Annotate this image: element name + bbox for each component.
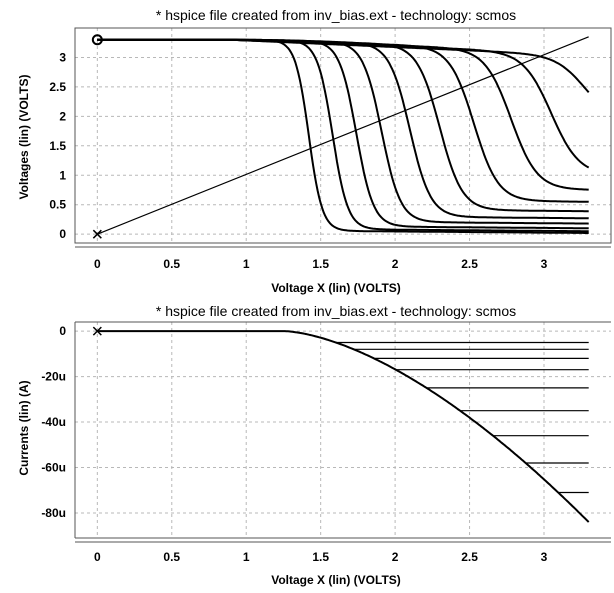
bottom-curves [97,330,590,523]
top-x-tick-label: 2.5 [461,257,478,271]
top-x-ticks: 0 0.5 1 1.5 2 2.5 3 [94,257,548,271]
bottom-y-axis-label: Currents (lin) (A) [17,380,31,475]
x-marker [92,229,102,239]
top-markers [91,34,103,239]
top-curves [97,36,590,235]
current-curve [97,330,589,464]
bottom-y-tick-label: -60u [41,461,66,475]
current-curve [97,330,589,494]
circle-marker [91,34,103,46]
current-curve [97,330,589,350]
top-x-tick-label: 3 [541,257,548,271]
bottom-y-tick-label: -80u [41,506,66,520]
vtc-curve [97,38,589,213]
top-chart-title: * hspice file created from inv_bias.ext … [156,7,516,23]
bottom-x-tick-label: 0 [94,550,101,564]
bottom-y-tick-label: -20u [41,370,66,384]
current-envelope-curve [97,330,590,523]
vtc-curve [97,38,589,230]
current-curve [97,330,589,344]
bottom-x-tick-label: 0.5 [163,550,180,564]
bottom-x-tick-label: 1 [243,550,250,564]
top-y-axis-label: Voltages (lin) (VOLTS) [17,75,31,200]
bottom-y-ticks: 0 -20u -40u -60u -80u [41,324,66,520]
current-curve [97,330,589,437]
top-x-tick-label: 2 [392,257,399,271]
top-y-tick-label: 1.5 [49,139,66,153]
top-y-tick-label: 2.5 [49,80,66,94]
bottom-grid [75,322,611,538]
current-chart: * hspice file created from inv_bias.ext … [17,303,611,587]
bottom-chart-title: * hspice file created from inv_bias.ext … [156,303,516,319]
bottom-x-ticks: 0 0.5 1 1.5 2 2.5 3 [94,550,548,564]
top-x-axis-label: Voltage X (lin) (VOLTS) [271,281,401,295]
diagonal-line [97,36,589,235]
bottom-x-tick-label: 3 [541,550,548,564]
current-curve [97,330,589,389]
bottom-x-tick-label: 1.5 [312,550,329,564]
top-y-tick-label: 2 [59,109,66,123]
top-y-tick-label: 0 [59,227,66,241]
top-x-tick-label: 0.5 [163,257,180,271]
top-y-tick-label: 1 [59,168,66,182]
bottom-y-tick-label: -40u [41,415,66,429]
bottom-x-tick-label: 2 [392,550,399,564]
top-x-tick-label: 0 [94,257,101,271]
vtc-curve [97,38,589,203]
bottom-x-tick-label: 2.5 [461,550,478,564]
vtc-curve [97,38,590,93]
current-curve [97,330,589,371]
voltage-transfer-chart: * hspice file created from inv_bias.ext … [17,7,612,295]
bottom-y-tick-label: 0 [59,324,66,338]
vtc-curve [97,38,590,169]
vtc-curve [97,38,589,191]
top-plot-frame [74,27,612,244]
top-x-tick-label: 1 [243,257,250,271]
top-y-tick-label: 0.5 [49,198,66,212]
top-y-tick-label: 3 [59,50,66,64]
bottom-x-axis-label: Voltage X (lin) (VOLTS) [271,573,401,587]
top-y-ticks: 0 0.5 1 1.5 2 2.5 3 [49,50,66,241]
bottom-markers [92,326,102,336]
top-x-tick-label: 1.5 [312,257,329,271]
x-marker [92,326,102,336]
